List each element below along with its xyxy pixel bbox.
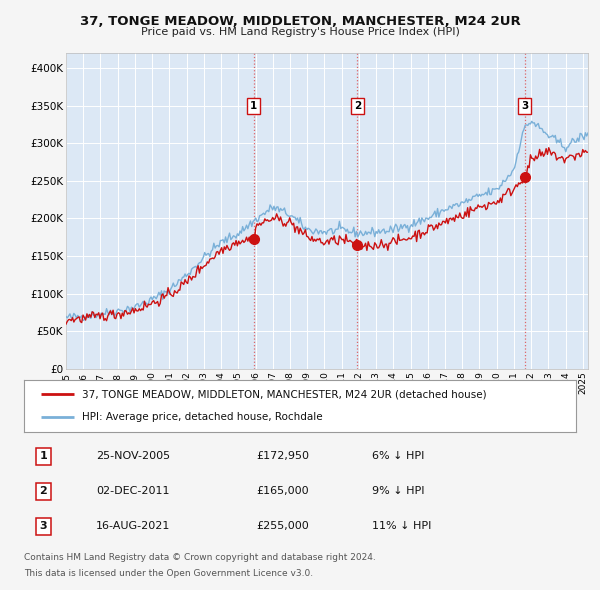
Text: £165,000: £165,000 [256,486,308,496]
Text: £172,950: £172,950 [256,451,309,461]
Text: £255,000: £255,000 [256,521,308,531]
Text: This data is licensed under the Open Government Licence v3.0.: This data is licensed under the Open Gov… [24,569,313,578]
Text: 2: 2 [40,486,47,496]
Text: 02-DEC-2011: 02-DEC-2011 [96,486,169,496]
Text: 1: 1 [250,101,257,111]
Text: 11% ↓ HPI: 11% ↓ HPI [372,521,431,531]
Text: 2: 2 [354,101,361,111]
Text: 3: 3 [521,101,528,111]
Text: 37, TONGE MEADOW, MIDDLETON, MANCHESTER, M24 2UR (detached house): 37, TONGE MEADOW, MIDDLETON, MANCHESTER,… [82,389,487,399]
Text: 37, TONGE MEADOW, MIDDLETON, MANCHESTER, M24 2UR: 37, TONGE MEADOW, MIDDLETON, MANCHESTER,… [80,15,520,28]
Text: 1: 1 [40,451,47,461]
Text: Contains HM Land Registry data © Crown copyright and database right 2024.: Contains HM Land Registry data © Crown c… [24,553,376,562]
Text: 25-NOV-2005: 25-NOV-2005 [96,451,170,461]
Text: 16-AUG-2021: 16-AUG-2021 [96,521,170,531]
Text: Price paid vs. HM Land Registry's House Price Index (HPI): Price paid vs. HM Land Registry's House … [140,27,460,37]
Text: 6% ↓ HPI: 6% ↓ HPI [372,451,424,461]
Text: 3: 3 [40,521,47,531]
Text: HPI: Average price, detached house, Rochdale: HPI: Average price, detached house, Roch… [82,412,323,422]
Text: 9% ↓ HPI: 9% ↓ HPI [372,486,424,496]
